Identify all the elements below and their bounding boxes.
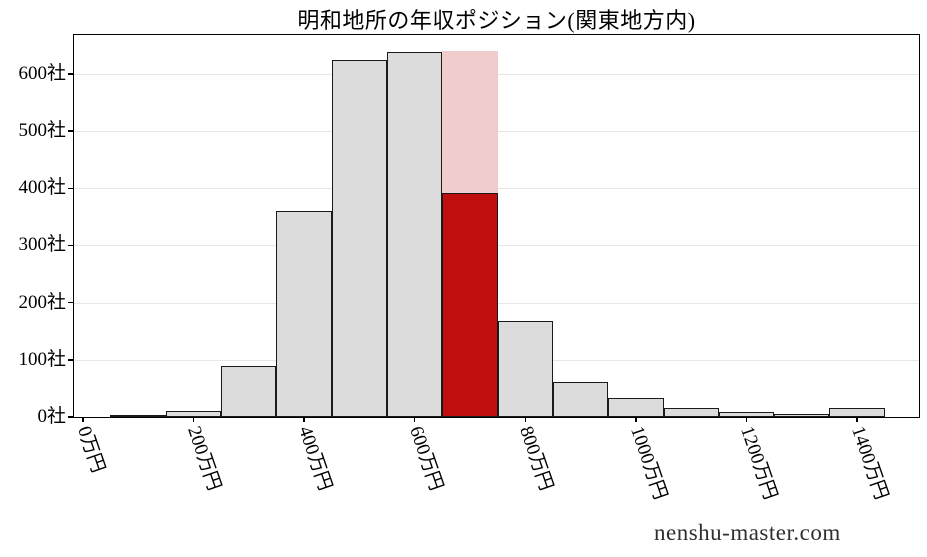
- x-tick-mark: [524, 417, 526, 422]
- histogram-bar: [221, 365, 277, 417]
- x-tick-label: 1200万円: [736, 423, 782, 503]
- histogram-bar: [552, 381, 609, 417]
- x-tick-mark: [745, 417, 748, 422]
- x-tick-label: 200万円: [183, 423, 226, 494]
- histogram-bar: [497, 320, 553, 417]
- y-tick-mark: [68, 359, 74, 361]
- y-tick-label: 500社: [18, 120, 66, 142]
- histogram-bar: [718, 411, 775, 417]
- x-tick-mark: [856, 417, 858, 422]
- y-tick-label: 0社: [37, 406, 66, 427]
- histogram-bar: [608, 398, 664, 417]
- histogram-bar: [387, 52, 443, 417]
- histogram-bar: [331, 59, 387, 417]
- y-tick-label: 200社: [18, 291, 66, 313]
- x-tick-mark: [192, 417, 195, 422]
- y-tick-label: 600社: [18, 62, 66, 84]
- y-tick-mark: [68, 416, 74, 418]
- x-tick-mark: [413, 417, 416, 422]
- histogram-bar: [276, 211, 332, 417]
- histogram-bar: [165, 411, 222, 417]
- watermark: nenshu-master.com: [654, 520, 841, 545]
- x-tick-label: 1400万円: [847, 423, 892, 503]
- y-tick-label: 100社: [18, 348, 66, 370]
- x-tick-mark: [303, 417, 305, 422]
- chart-title: 明和地所の年収ポジション(関東地方内): [297, 8, 696, 33]
- x-tick-mark: [635, 417, 637, 422]
- highlight-bar: [442, 192, 498, 417]
- y-tick-mark: [68, 130, 74, 132]
- x-tick-label: 800万円: [515, 423, 557, 494]
- x-tick-label: 0万円: [72, 423, 109, 476]
- plot-area: [73, 34, 920, 418]
- x-tick-mark: [82, 417, 84, 422]
- histogram-bar: [110, 415, 166, 417]
- y-tick-label: 300社: [18, 234, 66, 256]
- histogram-bar: [829, 407, 885, 417]
- histogram-bar: [774, 413, 830, 417]
- x-tick-label: 1000万円: [625, 423, 671, 503]
- y-tick-mark: [68, 244, 74, 247]
- x-tick-label: 400万円: [294, 423, 336, 494]
- y-tick-label: 400社: [18, 177, 66, 199]
- histogram-bar: [663, 407, 719, 417]
- y-tick-mark: [68, 73, 74, 75]
- y-tick-mark: [68, 187, 74, 189]
- y-tick-mark: [68, 301, 74, 304]
- x-tick-label: 600万円: [404, 423, 447, 494]
